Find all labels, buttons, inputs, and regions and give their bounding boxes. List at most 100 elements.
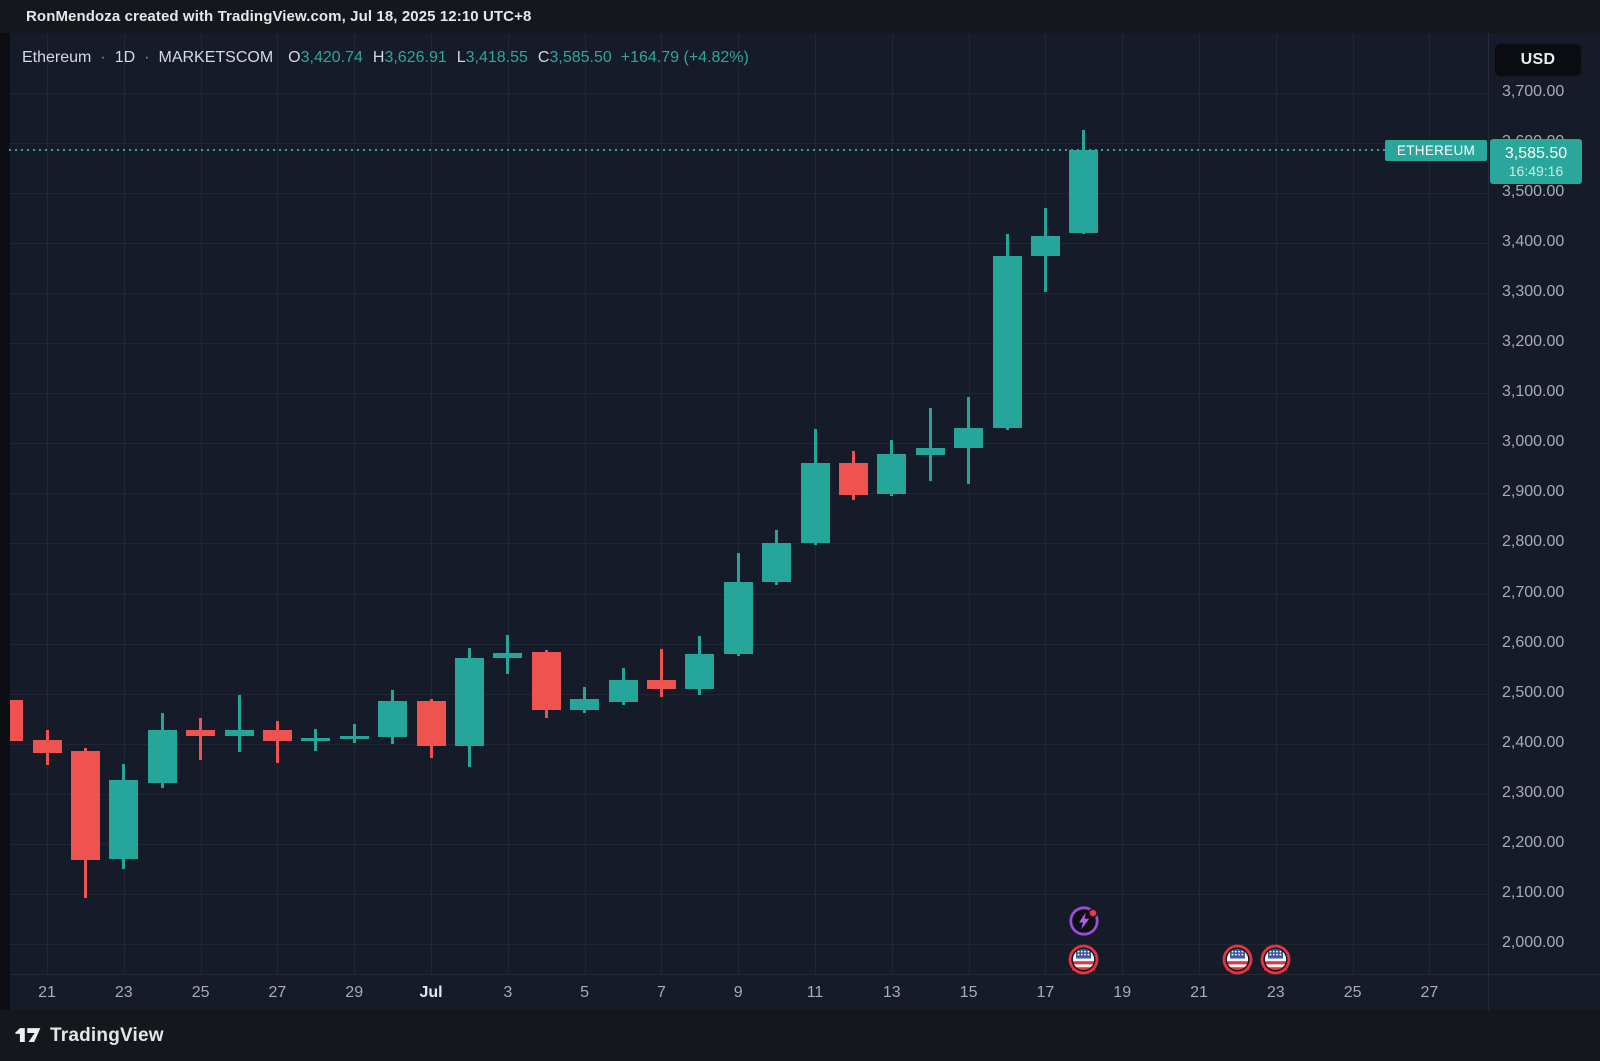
legend-exchange: MARKETSCOM xyxy=(158,49,274,66)
us-economic-event-flag-icon[interactable] xyxy=(1222,944,1253,980)
candle-body xyxy=(416,700,446,746)
footer-bar: TradingView xyxy=(0,1010,1600,1061)
time-axis-label: 19 xyxy=(1113,984,1132,1001)
legend-symbol[interactable]: Ethereum xyxy=(22,49,92,66)
legend-separator: · xyxy=(100,49,106,66)
currency-usd-button[interactable]: USD xyxy=(1494,43,1582,77)
time-gridline xyxy=(892,33,893,974)
legend-low: L3,418.55 xyxy=(456,49,528,66)
candle-body xyxy=(915,448,945,456)
time-axis-label: 29 xyxy=(345,984,364,1001)
tradingview-logo[interactable]: TradingView xyxy=(15,1025,164,1047)
time-gridline xyxy=(661,33,662,974)
time-gridline xyxy=(1122,33,1123,974)
earnings-lightning-icon[interactable] xyxy=(1068,905,1100,942)
candle-body xyxy=(877,454,907,495)
price-axis-label: 3,100.00 xyxy=(1502,383,1565,401)
bar-countdown: 16:49:16 xyxy=(1508,162,1564,179)
time-axis-label: 27 xyxy=(1420,984,1439,1001)
export-header-text: RonMendoza created with TradingView.com,… xyxy=(26,8,532,25)
price-axis-label: 2,300.00 xyxy=(1502,783,1565,801)
price-axis-label: 3,700.00 xyxy=(1502,83,1565,100)
legend-interval[interactable]: 1D xyxy=(114,49,136,66)
us-economic-event-flag-icon[interactable] xyxy=(1260,944,1291,980)
candle-wick xyxy=(352,723,356,743)
time-gridline xyxy=(277,33,278,974)
price-gridline xyxy=(0,893,1488,895)
time-axis[interactable]: 21 23 25 27 29 Jul 3 5 7 9 11 13 15 17 19 21 23 25 27 xyxy=(0,974,1600,1010)
us-economic-event-flag-icon[interactable] xyxy=(1068,944,1099,980)
time-axis-label: Jul xyxy=(419,984,443,1001)
price-gridline xyxy=(0,693,1488,695)
candle-body xyxy=(454,657,484,746)
price-gridline xyxy=(0,243,1488,245)
candle-wick xyxy=(237,694,241,752)
price-gridline xyxy=(0,343,1488,345)
time-axis-label: 25 xyxy=(191,984,210,1001)
legend-change: +164.79 (+4.82%) xyxy=(620,49,749,66)
price-gridline xyxy=(0,443,1488,445)
time-gridline xyxy=(508,33,509,974)
candle-body xyxy=(224,729,254,736)
legend-close: C3,585.50 xyxy=(537,49,612,66)
time-gridline xyxy=(47,33,48,974)
candle-body xyxy=(992,256,1022,429)
time-gridline xyxy=(1276,33,1277,974)
candle-body xyxy=(186,729,216,736)
time-axis-label: 21 xyxy=(38,984,56,1001)
price-axis-label: 2,600.00 xyxy=(1502,633,1565,651)
candle-body xyxy=(608,679,638,702)
price-axis-label: 3,000.00 xyxy=(1502,433,1565,451)
symbol-legend: Ethereum · 1D · MARKETSCOM O3,420.74 H3,… xyxy=(22,49,749,67)
price-axis[interactable]: USD 3,585.50 16:49:16 3,700.003,600.003,… xyxy=(1488,33,1600,1010)
time-gridline xyxy=(1353,33,1354,974)
export-header-bar: RonMendoza created with TradingView.com,… xyxy=(0,0,1600,33)
price-axis-label: 3,500.00 xyxy=(1502,183,1565,201)
price-gridline xyxy=(0,143,1488,145)
legend-open: O3,420.74 xyxy=(288,49,363,66)
price-axis-label: 2,000.00 xyxy=(1502,933,1565,951)
price-axis-label: 2,700.00 xyxy=(1502,583,1565,601)
tradingview-logo-icon xyxy=(15,1028,41,1043)
candle-body xyxy=(838,463,868,496)
price-axis-label: 2,400.00 xyxy=(1502,733,1565,751)
time-axis-label: 23 xyxy=(1266,984,1285,1001)
price-axis-label: 3,300.00 xyxy=(1502,283,1565,301)
candle-body xyxy=(646,679,676,689)
candle-wick xyxy=(928,408,932,482)
chart-pane[interactable]: Ethereum · 1D · MARKETSCOM O3,420.74 H3,… xyxy=(0,33,1600,1010)
candle-body xyxy=(723,582,753,654)
candle-body xyxy=(378,700,408,737)
candle-wick xyxy=(275,720,279,763)
symbol-price-label: ETHEREUM xyxy=(1385,140,1487,161)
price-axis-label: 2,500.00 xyxy=(1502,683,1565,701)
price-gridline xyxy=(0,543,1488,545)
left-edge-strip xyxy=(0,33,10,1010)
time-axis-label: 15 xyxy=(959,984,978,1001)
time-axis-label: 3 xyxy=(503,984,513,1001)
price-gridline xyxy=(0,493,1488,495)
candle-body xyxy=(70,750,100,861)
time-axis-label: 25 xyxy=(1343,984,1362,1001)
price-gridline xyxy=(0,293,1488,295)
time-axis-label: 7 xyxy=(656,984,666,1001)
price-axis-label: 2,100.00 xyxy=(1502,883,1565,901)
candle-body xyxy=(1069,150,1099,233)
time-axis-label: 9 xyxy=(733,984,743,1001)
last-price-value: 3,585.50 xyxy=(1504,144,1568,162)
price-axis-label: 2,200.00 xyxy=(1502,833,1565,851)
time-gridline xyxy=(354,33,355,974)
legend-ohlc-values: O3,420.74 H3,626.91 L3,418.55 C3,585.50 xyxy=(288,49,612,67)
tradingview-logo-text: TradingView xyxy=(50,1024,164,1046)
candle-body xyxy=(531,651,561,710)
candle-body xyxy=(301,737,331,741)
time-gridline xyxy=(1045,33,1046,974)
price-gridline xyxy=(0,393,1488,395)
candle-body xyxy=(262,729,292,741)
price-gridline xyxy=(0,793,1488,795)
price-gridline xyxy=(0,193,1488,195)
price-axis-label: 3,200.00 xyxy=(1502,333,1565,351)
candle-body xyxy=(109,779,139,859)
time-gridline xyxy=(585,33,586,974)
last-price-tag: 3,585.50 16:49:16 xyxy=(1490,139,1582,184)
